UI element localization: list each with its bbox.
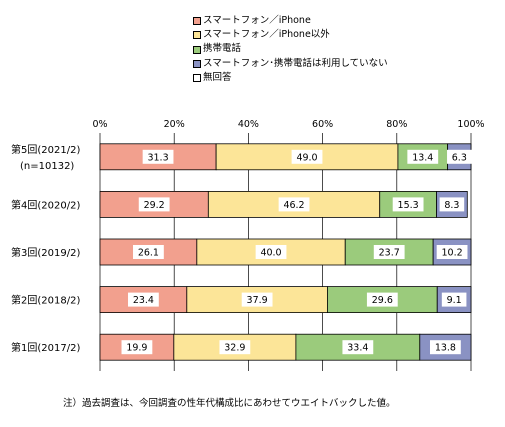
data-label-box [392, 197, 424, 212]
data-label: 33.4 [347, 343, 368, 354]
legend-swatch [193, 59, 201, 68]
x-tick-label: 40% [238, 119, 259, 130]
data-label-box [133, 245, 164, 259]
legend-item: スマートフォン／iPhone以外 [193, 28, 388, 42]
category-label: 第2回(2018/2) [11, 294, 80, 307]
data-label-box [128, 292, 159, 307]
data-label: 6.3 [452, 152, 467, 163]
data-label: 9.1 [447, 295, 462, 306]
data-label: 13.8 [435, 343, 456, 354]
footnote: 注）過去調査は、今回調査の性年代構成比にあわせてウエイトバックした値。 [63, 398, 396, 409]
data-label-box [447, 149, 472, 164]
data-label-box [255, 245, 287, 259]
category-label: 第3回(2019/2) [11, 246, 80, 259]
category-label: (n=10132) [20, 161, 74, 172]
data-label-box [342, 340, 374, 355]
data-label-box [121, 340, 153, 355]
data-label: 23.4 [133, 295, 154, 306]
legend-label: スマートフォン･携帯電話は利用していない [203, 57, 388, 69]
data-label: 8.3 [444, 200, 459, 211]
data-label-box [407, 149, 439, 164]
legend-label: スマートフォン／iPhone [203, 15, 311, 26]
data-label: 31.3 [147, 152, 168, 163]
data-label-box [439, 197, 465, 212]
data-label-box [366, 292, 398, 307]
legend-swatch [193, 17, 201, 26]
data-label-box [278, 197, 310, 212]
data-label: 46.2 [283, 200, 304, 211]
category-label: 第5回(2021/2) [11, 143, 80, 156]
data-label: 15.3 [398, 200, 419, 211]
category-label: 第4回(2020/2) [11, 198, 80, 211]
x-tick-label: 60% [312, 119, 333, 130]
data-label-box [138, 197, 170, 212]
data-label-box [441, 292, 467, 307]
data-label-box [373, 245, 405, 259]
data-label: 29.6 [372, 295, 393, 306]
data-label: 32.9 [224, 343, 245, 354]
x-tick-label: 100% [457, 119, 484, 130]
legend-item: 携帯電話 [193, 42, 388, 56]
data-label: 26.1 [138, 248, 159, 259]
data-label-box [241, 292, 273, 307]
legend-swatch [193, 73, 201, 82]
chart-legend: スマートフォン／iPhone スマートフォン／iPhone以外 携帯電話スマートフォ… [193, 14, 388, 85]
legend-item: スマートフォン／iPhone [193, 14, 388, 28]
data-label-box [291, 149, 323, 164]
x-tick-label: 20% [164, 119, 185, 130]
data-label: 10.2 [442, 248, 463, 259]
data-label: 40.0 [260, 248, 281, 259]
category-label: 第1回(2017/2) [11, 341, 80, 354]
legend-item: 無回答 [193, 71, 388, 85]
x-tick-label: 0% [92, 119, 107, 130]
data-label: 19.9 [126, 343, 147, 354]
legend-item: スマートフォン･携帯電話は利用していない [193, 57, 388, 71]
legend-swatch [193, 31, 201, 40]
data-label-box [430, 340, 461, 355]
data-label-box [142, 149, 174, 164]
legend-swatch [193, 45, 201, 54]
data-label-box [436, 245, 468, 259]
data-label: 13.4 [412, 152, 433, 163]
legend-label: 携帯電話 [203, 43, 242, 55]
x-tick-label: 80% [386, 119, 407, 130]
data-label: 37.9 [247, 295, 268, 306]
data-label-box [219, 340, 251, 355]
data-label: 49.0 [296, 152, 317, 163]
data-label: 23.7 [379, 248, 400, 259]
legend-label: 無回答 [203, 71, 232, 83]
legend-label: スマートフォン／iPhone以外 [203, 29, 330, 41]
data-label: 29.2 [144, 200, 165, 211]
